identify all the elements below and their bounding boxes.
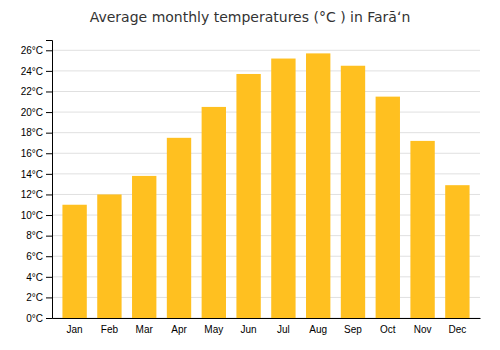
tick: 2°C [26, 292, 52, 303]
tick: 10°C [21, 210, 52, 221]
tick: 12°C [21, 189, 52, 200]
tick: Jul [277, 324, 290, 335]
tick-mark [46, 194, 52, 195]
bar [202, 107, 226, 318]
tick-label: Feb [101, 324, 119, 335]
grid-line [52, 70, 480, 71]
tick-label: May [204, 324, 223, 335]
tick-label: Jan [67, 324, 83, 335]
tick-mark [46, 297, 52, 298]
bar [306, 53, 330, 318]
tick: Oct [380, 324, 396, 335]
tick-mark [46, 174, 52, 175]
tick-mark [46, 215, 52, 216]
bar [62, 205, 86, 318]
axis-line [53, 318, 481, 319]
tick-mark [46, 277, 52, 278]
tick: Sep [344, 324, 362, 335]
tick-label: Aug [309, 324, 327, 335]
chart: Jan Feb Mar Apr May Jun Jul Aug Sep Oct Nov Dec 0°C 2… [0, 0, 500, 350]
tick-label: 10°C [21, 210, 43, 221]
grid-line [52, 91, 480, 92]
tick: 0°C [26, 313, 52, 324]
bar [132, 176, 156, 318]
tick: Dec [448, 324, 466, 335]
tick-label: 0°C [26, 313, 43, 324]
tick-label: Oct [380, 324, 396, 335]
tick-mark [46, 236, 52, 237]
tick: Aug [309, 324, 327, 335]
grid [52, 50, 480, 318]
grid-line [52, 50, 480, 51]
tick-label: Mar [136, 324, 154, 335]
tick-label: Jun [241, 324, 257, 335]
tick-mark [46, 50, 52, 51]
tick-label: 2°C [26, 292, 43, 303]
tick: Mar [136, 324, 154, 335]
grid-line [52, 112, 480, 113]
tick-label: 18°C [21, 127, 43, 138]
tick: 22°C [21, 86, 52, 97]
tick: 24°C [21, 66, 52, 77]
tick-label: 14°C [21, 169, 43, 180]
tick: Nov [414, 324, 432, 335]
bar [271, 59, 295, 318]
tick-label: Nov [414, 324, 432, 335]
tick-label: Dec [448, 324, 466, 335]
tick-mark [46, 318, 52, 319]
tick-label: Jul [277, 324, 290, 335]
tick-mark [46, 133, 52, 134]
y-axis: 0°C 2°C 4°C 6°C 8°C 10°C 12°C 14°C 16°C 18°C 20°C 2… [21, 41, 53, 324]
tick: 14°C [21, 169, 52, 180]
tick-label: 4°C [26, 272, 43, 283]
bar [410, 141, 434, 318]
bar [97, 194, 121, 318]
tick-label: 6°C [26, 251, 43, 262]
tick-label: Apr [171, 324, 187, 335]
tick-label: 24°C [21, 66, 43, 77]
tick: 18°C [21, 127, 52, 138]
tick: Feb [101, 324, 119, 335]
bar [167, 138, 191, 318]
tick-label: Sep [344, 324, 362, 335]
tick: Jan [67, 324, 83, 335]
tick-mark [46, 71, 52, 72]
axis-line [46, 41, 53, 319]
tick-label: 20°C [21, 107, 43, 118]
bar [445, 185, 469, 318]
tick-label: 26°C [21, 45, 43, 56]
x-axis: Jan Feb Mar Apr May Jun Jul Aug Sep Oct Nov Dec [53, 319, 481, 336]
bar [236, 74, 260, 318]
title: Average monthly temperatures (°C ) in Fa… [90, 9, 411, 25]
tick-label: 16°C [21, 148, 43, 159]
tick: Jun [241, 324, 257, 335]
tick-mark [46, 112, 52, 113]
tick-mark [46, 91, 52, 92]
tick: May [204, 324, 223, 335]
bars [62, 53, 469, 318]
tick-label: 22°C [21, 86, 43, 97]
tick: 6°C [26, 251, 52, 262]
grid-line [52, 132, 480, 133]
tick: 16°C [21, 148, 52, 159]
tick: 20°C [21, 107, 52, 118]
bar [341, 66, 365, 318]
tick: 4°C [26, 272, 52, 283]
bar [376, 97, 400, 318]
tick-label: 12°C [21, 189, 43, 200]
plot: Jan Feb Mar Apr May Jun Jul Aug Sep Oct Nov Dec 0°C 2… [21, 41, 481, 336]
tick: 26°C [21, 45, 52, 56]
tick-mark [46, 256, 52, 257]
tick-label: 8°C [26, 230, 43, 241]
tick: Apr [171, 324, 187, 335]
tick: 8°C [26, 230, 52, 241]
tick-mark [46, 153, 52, 154]
